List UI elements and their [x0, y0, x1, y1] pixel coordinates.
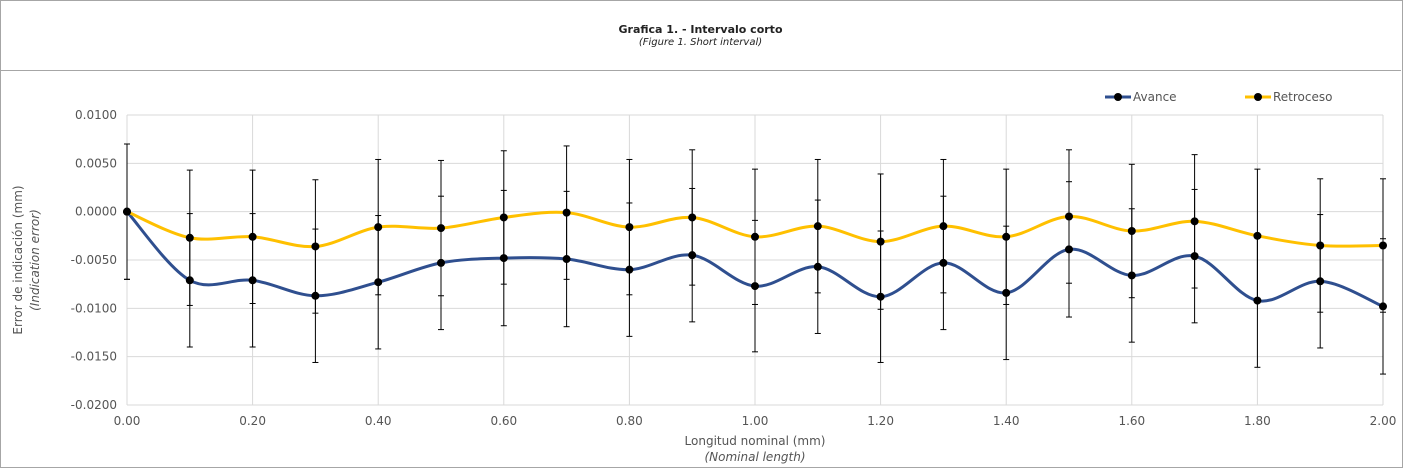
data-point-avance: [562, 255, 571, 264]
data-point-retroceso: [1002, 232, 1011, 241]
data-point-avance: [876, 292, 885, 301]
data-point-avance: [1253, 296, 1262, 305]
data-point-retroceso: [1065, 212, 1073, 221]
data-point-retroceso: [311, 242, 320, 251]
y-tick-label: -0.0150: [71, 350, 117, 364]
data-point-retroceso: [876, 237, 885, 246]
data-point-retroceso: [813, 222, 822, 231]
data-point-avance: [499, 254, 508, 263]
x-axis-label-en: (Nominal length): [704, 450, 805, 464]
data-point-retroceso: [499, 213, 508, 222]
legend-label-avance: Avance: [1133, 90, 1177, 104]
data-point-retroceso: [1253, 231, 1262, 240]
x-tick-label: 1.60: [1118, 414, 1145, 428]
x-tick-label: 0.00: [114, 414, 141, 428]
data-point-avance: [311, 291, 320, 300]
x-tick-label: 1.20: [867, 414, 894, 428]
data-point-retroceso: [751, 232, 759, 241]
x-tick-label: 1.40: [993, 414, 1020, 428]
legend-marker-retroceso: [1254, 93, 1262, 101]
data-point-avance: [185, 276, 194, 285]
chart-title: Grafica 1. - Intervalo corto: [618, 23, 783, 36]
legend-label-retroceso: Retroceso: [1273, 90, 1332, 104]
chart-header: Grafica 1. - Intervalo corto (Figure 1. …: [0, 0, 1401, 71]
data-point-avance: [437, 258, 445, 267]
x-tick-label: 1.80: [1244, 414, 1271, 428]
y-tick-label: 0.0000: [75, 205, 117, 219]
y-tick-label: -0.0100: [71, 301, 117, 315]
chart-subtitle: (Figure 1. Short interval): [638, 37, 763, 48]
data-point-avance: [1379, 302, 1387, 311]
y-tick-label: 0.0050: [75, 156, 117, 170]
data-point-retroceso: [562, 208, 571, 217]
data-point-avance: [625, 265, 634, 274]
x-tick-label: 2.00: [1370, 414, 1397, 428]
x-tick-label: 0.40: [365, 414, 392, 428]
y-tick-label: -0.0200: [71, 398, 117, 412]
data-point-retroceso: [185, 233, 194, 242]
data-point-avance: [813, 262, 822, 271]
x-tick-label: 0.80: [616, 414, 643, 428]
data-point-avance: [374, 278, 383, 287]
data-point-avance: [939, 258, 948, 267]
data-point-avance: [1127, 271, 1136, 280]
x-axis-label: Longitud nominal (mm): [685, 434, 826, 448]
data-point-avance: [1002, 288, 1011, 297]
data-point-retroceso: [939, 222, 948, 231]
data-point-retroceso: [1379, 241, 1387, 250]
data-point-avance: [248, 276, 257, 285]
data-point-retroceso: [437, 224, 445, 233]
data-point-retroceso: [688, 213, 697, 222]
data-point-avance: [1190, 252, 1199, 261]
x-tick-label: 0.60: [490, 414, 517, 428]
data-point-retroceso: [1190, 217, 1199, 226]
data-point-retroceso: [625, 223, 634, 232]
data-point-retroceso: [123, 207, 131, 216]
y-axis-label-en: (Indication error): [28, 209, 42, 311]
data-point-retroceso: [1127, 227, 1136, 235]
data-point-retroceso: [248, 232, 257, 241]
data-point-avance: [1065, 245, 1073, 254]
data-point-avance: [1316, 277, 1325, 286]
data-point-avance: [751, 282, 759, 291]
y-tick-label: 0.0100: [75, 108, 117, 122]
y-axis-label: Error de indicación (mm): [11, 185, 25, 334]
data-point-retroceso: [1316, 241, 1325, 250]
y-tick-label: -0.0050: [71, 253, 117, 267]
x-tick-label: 1.00: [742, 414, 769, 428]
legend-marker-avance: [1114, 93, 1122, 101]
data-point-avance: [688, 251, 697, 260]
x-tick-label: 0.20: [239, 414, 266, 428]
data-point-retroceso: [374, 223, 383, 232]
